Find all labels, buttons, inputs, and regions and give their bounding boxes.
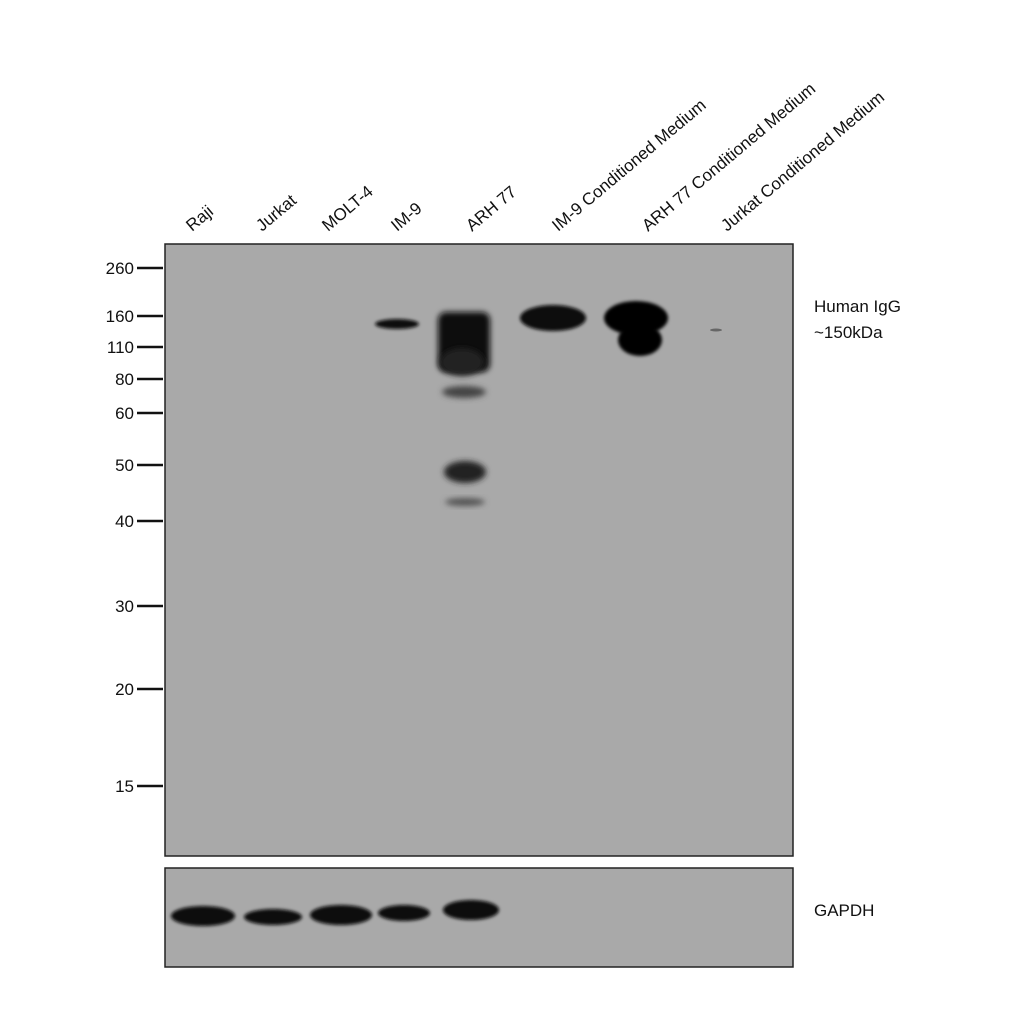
annotation: ~150kDa	[814, 323, 883, 342]
marker-label: 50	[115, 456, 134, 475]
band	[444, 461, 486, 483]
marker-label: 160	[106, 307, 134, 326]
band	[604, 301, 668, 335]
band	[442, 386, 486, 398]
marker-label: 110	[107, 338, 134, 357]
band	[618, 324, 662, 356]
marker-label: 40	[115, 512, 134, 531]
marker-label: 260	[106, 259, 134, 278]
band	[710, 328, 722, 332]
band	[244, 909, 302, 925]
marker-label: 80	[115, 370, 134, 389]
gapdh-bands	[171, 900, 499, 926]
band	[310, 905, 372, 925]
band	[171, 906, 235, 926]
annotation: GAPDH	[814, 901, 874, 920]
band	[375, 319, 419, 329]
band	[520, 305, 586, 331]
band	[445, 498, 485, 506]
marker-label: 15	[115, 777, 134, 796]
annotation: Human IgG	[814, 297, 901, 316]
band	[443, 900, 499, 920]
band	[440, 348, 484, 376]
band	[378, 905, 430, 921]
marker-label: 20	[115, 680, 134, 699]
marker-label: 30	[115, 597, 134, 616]
marker-label: 60	[115, 404, 134, 423]
igg-bands	[375, 301, 722, 506]
